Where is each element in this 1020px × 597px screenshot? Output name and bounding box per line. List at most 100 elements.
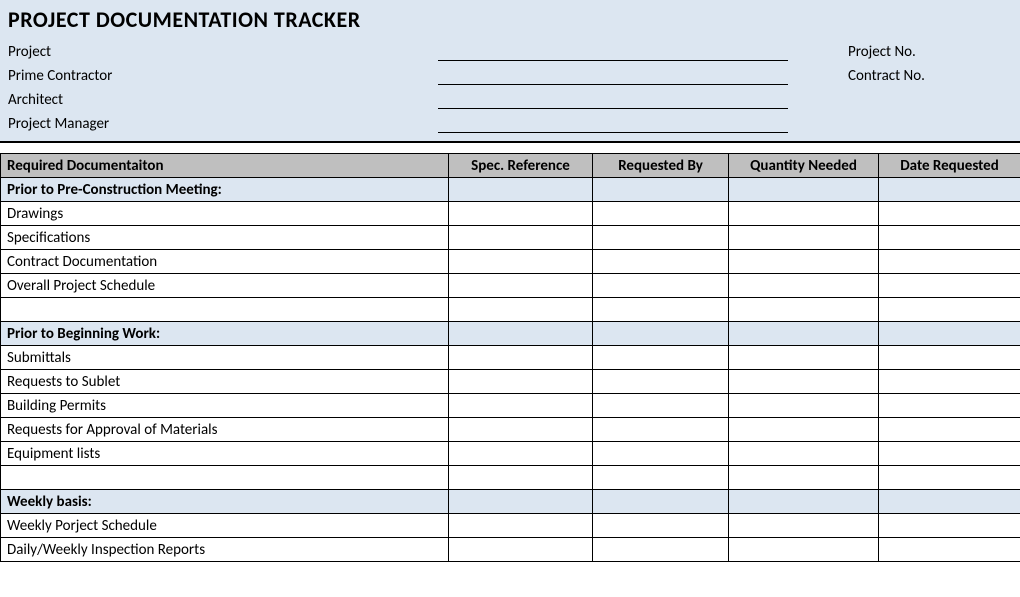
col-header-spec-reference: Spec. Reference: [449, 154, 593, 178]
cell-quantity-needed[interactable]: [729, 202, 879, 226]
cell-date-requested[interactable]: [879, 274, 1020, 298]
label-project-no: Project No.: [848, 43, 916, 61]
cell-requested-by[interactable]: [593, 250, 729, 274]
section-heading-row: Weekly basis:: [1, 490, 1020, 514]
cell-date-requested[interactable]: [879, 394, 1020, 418]
cell-spec-reference[interactable]: [449, 394, 593, 418]
cell-quantity-needed[interactable]: [729, 538, 879, 562]
cell-quantity-needed[interactable]: [729, 394, 879, 418]
cell-quantity-needed[interactable]: [729, 298, 879, 322]
cell-quantity-needed[interactable]: [729, 514, 879, 538]
cell-documentation[interactable]: Equipment lists: [1, 442, 449, 466]
label-project-manager: Project Manager: [8, 115, 438, 133]
section-heading-empty-cell: [879, 490, 1020, 514]
cell-spec-reference[interactable]: [449, 466, 593, 490]
cell-requested-by[interactable]: [593, 442, 729, 466]
table-row: Contract Documentation: [1, 250, 1020, 274]
table-row: Weekly Porject Schedule: [1, 514, 1020, 538]
table-row: [1, 298, 1020, 322]
cell-requested-by[interactable]: [593, 202, 729, 226]
section-heading-empty-cell: [449, 178, 593, 202]
cell-requested-by[interactable]: [593, 298, 729, 322]
input-line-project-manager[interactable]: [438, 115, 788, 133]
cell-documentation[interactable]: Weekly Porject Schedule: [1, 514, 449, 538]
table-row: Daily/Weekly Inspection Reports: [1, 538, 1020, 562]
cell-spec-reference[interactable]: [449, 514, 593, 538]
cell-quantity-needed[interactable]: [729, 418, 879, 442]
cell-spec-reference[interactable]: [449, 298, 593, 322]
cell-date-requested[interactable]: [879, 298, 1020, 322]
cell-quantity-needed[interactable]: [729, 370, 879, 394]
cell-requested-by[interactable]: [593, 394, 729, 418]
section-heading-empty-cell: [593, 322, 729, 346]
cell-documentation[interactable]: Specifications: [1, 226, 449, 250]
cell-spec-reference[interactable]: [449, 370, 593, 394]
table-row: Overall Project Schedule: [1, 274, 1020, 298]
table-header-row: Required Documentaiton Spec. Reference R…: [1, 154, 1020, 178]
section-heading-cell: Prior to Pre-Construction Meeting:: [1, 178, 449, 202]
cell-quantity-needed[interactable]: [729, 466, 879, 490]
cell-date-requested[interactable]: [879, 370, 1020, 394]
cell-requested-by[interactable]: [593, 418, 729, 442]
documentation-table: Required Documentaiton Spec. Reference R…: [0, 153, 1020, 562]
table-row: Requests to Sublet: [1, 370, 1020, 394]
table-row: Building Permits: [1, 394, 1020, 418]
cell-requested-by[interactable]: [593, 226, 729, 250]
cell-quantity-needed[interactable]: [729, 226, 879, 250]
info-row-architect: Architect: [8, 85, 1012, 109]
cell-documentation[interactable]: Overall Project Schedule: [1, 274, 449, 298]
cell-documentation[interactable]: Daily/Weekly Inspection Reports: [1, 538, 449, 562]
input-line-architect[interactable]: [438, 91, 788, 109]
spacer: [0, 143, 1020, 153]
cell-spec-reference[interactable]: [449, 442, 593, 466]
cell-quantity-needed[interactable]: [729, 346, 879, 370]
cell-date-requested[interactable]: [879, 250, 1020, 274]
cell-date-requested[interactable]: [879, 466, 1020, 490]
cell-requested-by[interactable]: [593, 538, 729, 562]
cell-date-requested[interactable]: [879, 202, 1020, 226]
cell-documentation[interactable]: Building Permits: [1, 394, 449, 418]
cell-date-requested[interactable]: [879, 514, 1020, 538]
table-row: Specifications: [1, 226, 1020, 250]
cell-date-requested[interactable]: [879, 346, 1020, 370]
cell-documentation[interactable]: Submittals: [1, 346, 449, 370]
input-line-prime-contractor[interactable]: [438, 67, 788, 85]
col-header-quantity-needed: Quantity Needed: [729, 154, 879, 178]
table-row: Drawings: [1, 202, 1020, 226]
cell-quantity-needed[interactable]: [729, 442, 879, 466]
cell-documentation[interactable]: Contract Documentation: [1, 250, 449, 274]
section-heading-empty-cell: [879, 322, 1020, 346]
cell-spec-reference[interactable]: [449, 250, 593, 274]
cell-date-requested[interactable]: [879, 538, 1020, 562]
section-heading-empty-cell: [449, 322, 593, 346]
cell-requested-by[interactable]: [593, 370, 729, 394]
cell-spec-reference[interactable]: [449, 538, 593, 562]
cell-documentation[interactable]: [1, 298, 449, 322]
cell-requested-by[interactable]: [593, 466, 729, 490]
section-heading-empty-cell: [593, 178, 729, 202]
table-row: Requests for Approval of Materials: [1, 418, 1020, 442]
cell-spec-reference[interactable]: [449, 274, 593, 298]
cell-spec-reference[interactable]: [449, 418, 593, 442]
label-project: Project: [8, 43, 438, 61]
cell-requested-by[interactable]: [593, 274, 729, 298]
cell-documentation[interactable]: Requests to Sublet: [1, 370, 449, 394]
label-prime-contractor: Prime Contractor: [8, 67, 438, 85]
cell-date-requested[interactable]: [879, 226, 1020, 250]
cell-quantity-needed[interactable]: [729, 250, 879, 274]
cell-requested-by[interactable]: [593, 346, 729, 370]
cell-date-requested[interactable]: [879, 442, 1020, 466]
section-heading-row: Prior to Beginning Work:: [1, 322, 1020, 346]
cell-date-requested[interactable]: [879, 418, 1020, 442]
cell-spec-reference[interactable]: [449, 226, 593, 250]
cell-documentation[interactable]: Drawings: [1, 202, 449, 226]
input-line-project[interactable]: [438, 43, 788, 61]
cell-requested-by[interactable]: [593, 514, 729, 538]
cell-documentation[interactable]: Requests for Approval of Materials: [1, 418, 449, 442]
section-heading-empty-cell: [879, 178, 1020, 202]
cell-quantity-needed[interactable]: [729, 274, 879, 298]
cell-spec-reference[interactable]: [449, 202, 593, 226]
cell-documentation[interactable]: [1, 466, 449, 490]
label-contract-no: Contract No.: [848, 67, 925, 85]
cell-spec-reference[interactable]: [449, 346, 593, 370]
